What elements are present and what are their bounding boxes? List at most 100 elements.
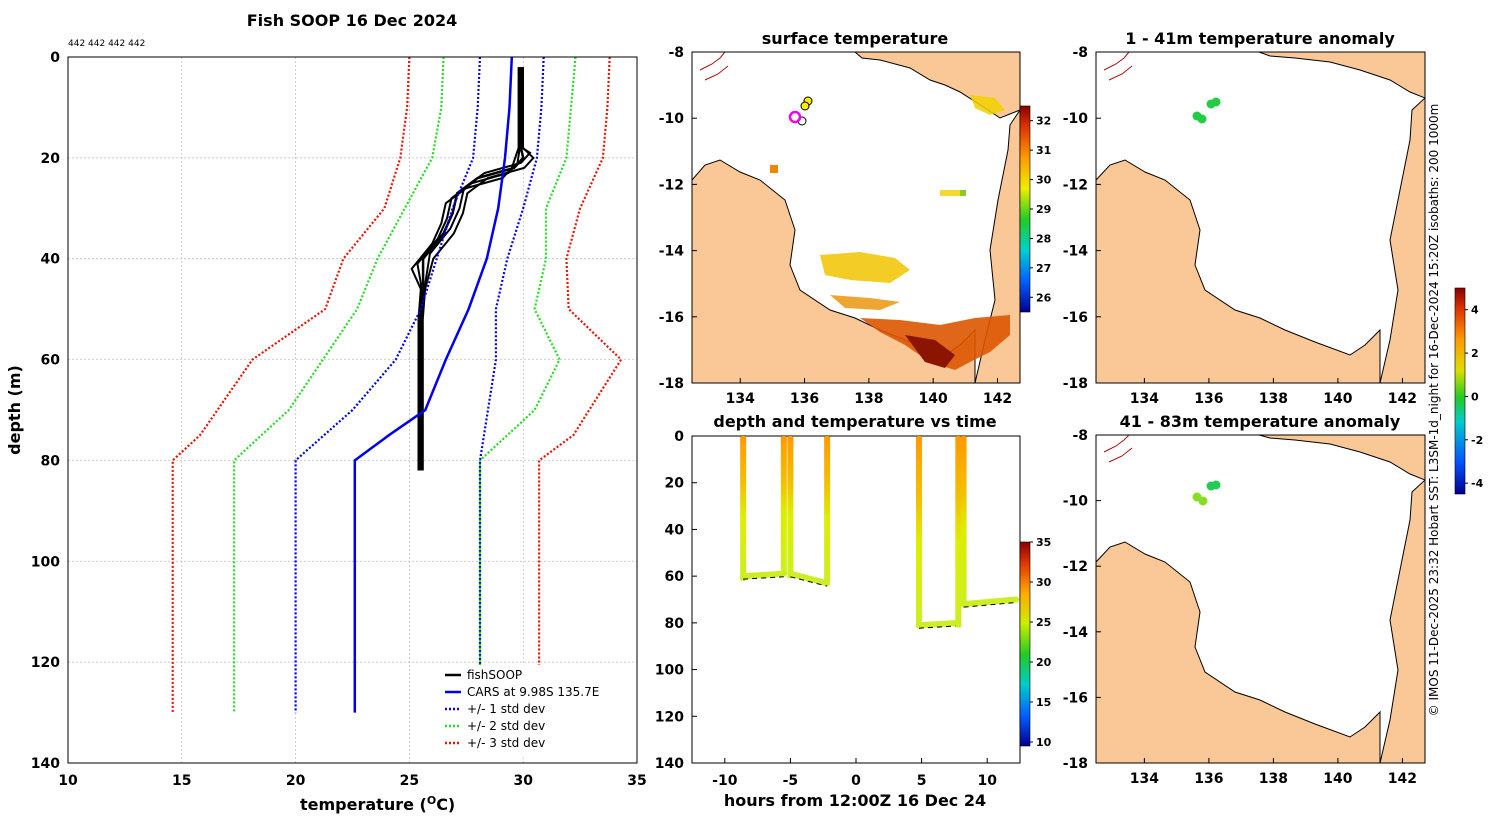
profile-x-tick-label: 30 <box>513 773 533 789</box>
legend-item-std2: +/- 2 std dev <box>467 719 545 733</box>
map-x-tick-label: 136 <box>1194 771 1223 787</box>
anom-colorbar-ticks: 4 2 0 -2 -4 <box>1465 304 1484 490</box>
profile-title: Fish SOOP 16 Dec 2024 <box>247 11 457 30</box>
map-x-tick-label: 136 <box>1194 391 1223 407</box>
time-y-tick-label: 60 <box>665 569 685 585</box>
colorbar-tick-label: 26 <box>1036 291 1052 304</box>
anom1-isobath <box>1103 52 1133 81</box>
sst-land-east <box>974 109 1020 383</box>
map-x-tick-label: 142 <box>1388 771 1417 787</box>
anom-map1-frame <box>1095 51 1426 384</box>
legend-item-std1: +/- 1 std dev <box>467 702 545 716</box>
anom-colorbar <box>1454 287 1466 495</box>
anom-map2-title: 41 - 83m temperature anomaly <box>1120 412 1401 431</box>
map-x-tick-label: 138 <box>854 391 883 407</box>
time-series <box>740 436 1020 629</box>
time-y-tick-label: 100 <box>655 663 684 679</box>
legend-item-fish: fishSOOP <box>467 668 522 682</box>
profile-series-line <box>478 57 545 713</box>
time-bottom-track <box>787 570 831 587</box>
colorbar-tick-label: 10 <box>1036 736 1052 749</box>
sst-map-ticks: 134 136 138 140 142 -8 -10 -12 -14 -16 -18 <box>659 45 1012 407</box>
anom2-land-east <box>1379 479 1425 763</box>
profile-y-tick-label: 100 <box>31 554 60 570</box>
sst-patch-gulf <box>820 252 910 283</box>
sst-patch-north <box>970 95 1005 115</box>
colorbar-tick-label: -2 <box>1471 434 1483 447</box>
profile-y-tick-label: 20 <box>41 151 61 167</box>
profile-x-tick-label: 25 <box>400 773 419 789</box>
profile-series-line-cast <box>421 67 532 471</box>
map-x-tick-label: 134 <box>1130 391 1159 407</box>
colorbar-tick-label: 28 <box>1036 232 1051 245</box>
time-x-tick-label: 10 <box>977 773 997 789</box>
time-title: depth and temperature vs time <box>713 412 996 431</box>
anom2-isobath <box>1103 435 1133 463</box>
time-bottom-track <box>915 619 962 629</box>
time-y-tick-label: 20 <box>665 476 685 492</box>
map-y-tick-label: -18 <box>1063 376 1088 392</box>
profile-y-tick-label: 60 <box>41 353 61 369</box>
map-y-tick-label: -12 <box>659 177 684 193</box>
map-x-tick-label: 134 <box>726 391 755 407</box>
time-bottom-track <box>740 570 787 580</box>
anom1-marker <box>1197 114 1207 124</box>
map-y-tick-label: -18 <box>1063 756 1088 772</box>
sst-colorbar <box>1019 105 1031 313</box>
map-x-tick-label: 138 <box>1259 771 1288 787</box>
time-colorbar <box>1019 541 1031 747</box>
map-y-tick-label: -10 <box>1063 494 1089 510</box>
profile-y-tick-label: 80 <box>41 453 61 469</box>
time-x-tick-label: -5 <box>783 773 799 789</box>
map-y-tick-label: -18 <box>659 376 684 392</box>
time-cast-bar <box>740 436 747 581</box>
sst-patch-mid <box>830 295 900 310</box>
anom2-marker <box>1198 496 1208 506</box>
sst-marker <box>800 101 810 111</box>
time-colorbar-ticks: 35 30 25 20 15 10 <box>1030 536 1052 749</box>
colorbar-tick-label: 15 <box>1036 696 1051 709</box>
profile-series-line <box>353 57 514 713</box>
profile-y-tick-label: 0 <box>50 50 60 66</box>
anom-map2-ticks: 134 136 138 140 142 -8 -10 -12 -14 -16 -18 <box>1063 428 1417 787</box>
profile-series-line <box>171 57 411 713</box>
time-bottom-dashed <box>918 625 959 629</box>
time-cast-bar <box>915 436 922 628</box>
profile-series-line <box>294 57 482 713</box>
map-y-tick-label: -10 <box>1063 111 1089 127</box>
legend-item-cars: CARS at 9.98S 135.7E <box>467 685 599 699</box>
colorbar-tick-label: 35 <box>1036 536 1051 549</box>
anom-map1-panel: 1 - 41m temperature anomaly 134 136 138 140… <box>1063 29 1426 407</box>
colorbar-tick-label: -4 <box>1471 477 1484 490</box>
time-panel: depth and temperature vs time -10 -5 0 5 100… <box>655 412 1052 810</box>
profile-legend: fishSOOP CARS at 9.98S 135.7E +/- 1 std … <box>440 665 605 757</box>
anom-map1-ticks: 134 136 138 140 142 -8 -10 -12 -14 -16 -18 <box>1063 45 1417 407</box>
time-bottom-track <box>960 596 1020 608</box>
profile-x-tick-label: 10 <box>58 773 78 789</box>
profile-ylabel: depth (m) <box>5 365 24 455</box>
colorbar-tick-label: 30 <box>1036 174 1052 187</box>
sst-hot-patch <box>905 335 955 368</box>
colorbar-tick-label: 25 <box>1036 616 1051 629</box>
anom1-land-south <box>1096 159 1381 383</box>
map-x-tick-label: 140 <box>919 391 948 407</box>
map-x-tick-label: 140 <box>1323 391 1352 407</box>
time-y-tick-label: 140 <box>655 756 684 772</box>
anom1-marker <box>1211 97 1221 107</box>
sst-map-panel: surface temperature <box>659 29 1052 407</box>
map-y-tick-label: -12 <box>1063 177 1088 193</box>
credit-text: © IMOS 11-Dec-2025 23:32 Hobart SST: L3S… <box>1427 104 1441 717</box>
time-y-tick-label: 0 <box>674 429 684 445</box>
legend-item-std3: +/- 3 std dev <box>467 736 545 750</box>
legend-box <box>440 665 605 757</box>
profile-series-line <box>419 67 525 471</box>
anom1-land-north <box>1258 52 1425 99</box>
map-x-tick-label: 142 <box>983 391 1012 407</box>
sst-speck <box>940 190 960 196</box>
profile-x-ticks: 10 15 20 25 30 35 <box>58 773 646 789</box>
map-y-tick-label: -14 <box>659 244 685 260</box>
profile-series-line <box>233 57 445 713</box>
time-cast-bar <box>824 436 831 584</box>
